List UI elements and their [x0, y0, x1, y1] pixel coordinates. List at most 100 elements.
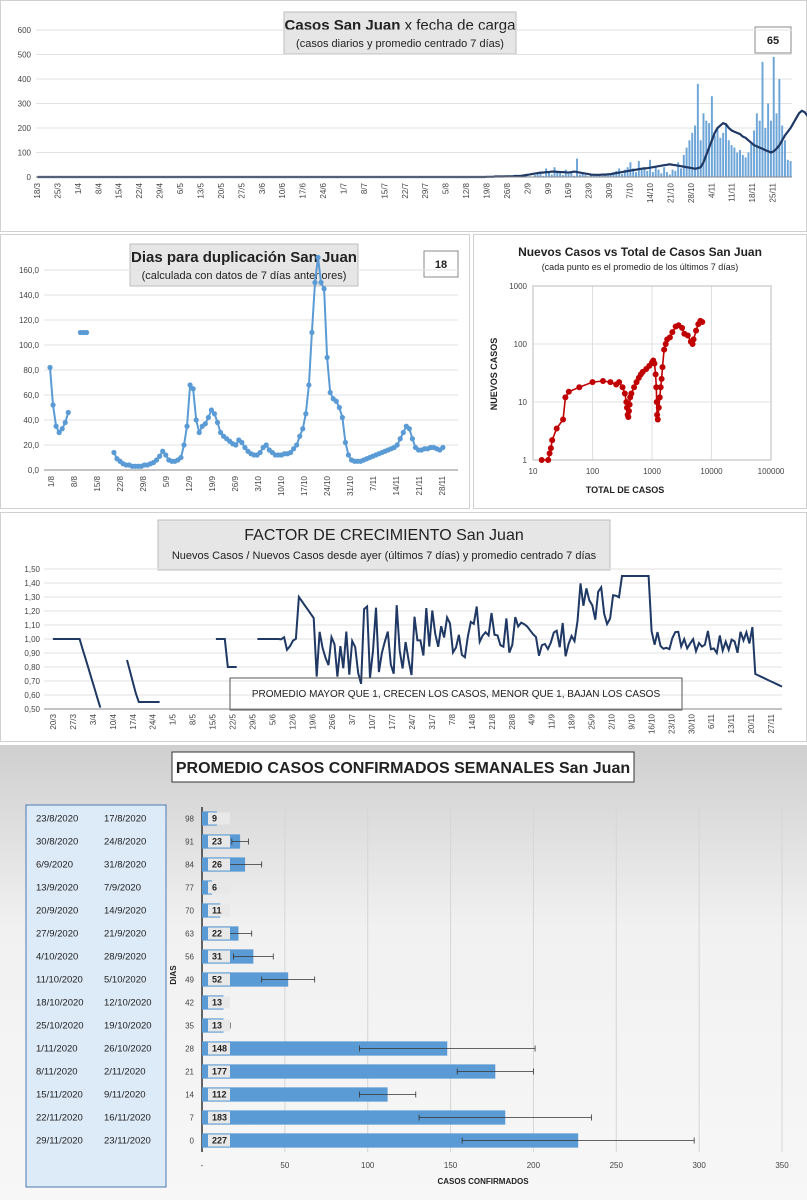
- growth-ytick: 0,80: [24, 663, 40, 672]
- doubling-point: [47, 364, 53, 371]
- daily-title: Casos San Juan x fecha de carga: [285, 17, 517, 34]
- scatter-ytick: 10: [518, 398, 527, 407]
- daily-bar: [590, 174, 593, 177]
- scatter-point: [625, 414, 632, 421]
- weekly-average-chart: PROMEDIO CASOS CONFIRMADOS SEMANALES San…: [0, 745, 807, 1200]
- scatter-point: [693, 327, 700, 334]
- doubling-point: [214, 419, 221, 426]
- growth-xtick: 26/6: [328, 713, 337, 729]
- daily-xtick: 12/8: [462, 182, 471, 198]
- growth-title: FACTOR DE CRECIMIENTO San Juan: [244, 527, 524, 544]
- daily-bar: [573, 175, 576, 177]
- growth-xtick: 24/4: [149, 713, 158, 729]
- doubling-xtick: 26/9: [231, 475, 240, 491]
- doubling-point: [336, 404, 342, 411]
- scatter-xtick: 10: [529, 467, 538, 476]
- scatter-point: [651, 360, 658, 367]
- daily-bar: [635, 172, 638, 177]
- scatter-point: [669, 329, 676, 336]
- daily-bar: [547, 172, 550, 177]
- doubling-point: [62, 419, 68, 426]
- daily-bar: [525, 175, 528, 177]
- growth-xtick: 22/5: [229, 713, 238, 729]
- doubling-point: [65, 409, 71, 416]
- growth-title-box: [157, 519, 611, 571]
- weekly-bar-label: 9: [212, 814, 217, 824]
- daily-bar: [651, 172, 654, 177]
- doubling-point: [309, 329, 315, 336]
- weekly-label-bg: [208, 1019, 230, 1032]
- doubling-xtick: 3/10: [254, 475, 263, 491]
- daily-xtick: 18/3: [33, 182, 42, 198]
- daily-bar: [576, 158, 578, 177]
- growth-xtick: 3/7: [348, 713, 357, 725]
- growth-ytick: 0,90: [24, 649, 40, 658]
- weekly-xtick: -: [201, 1161, 204, 1170]
- growth-xtick: 19/6: [308, 713, 317, 729]
- daily-bar: [606, 174, 609, 177]
- daily-bar: [758, 120, 761, 177]
- doubling-point: [111, 449, 117, 456]
- daily-xtick: 25/3: [53, 182, 62, 198]
- daily-xtick: 27/5: [237, 182, 246, 198]
- growth-factor-chart: FACTOR DE CRECIMIENTO San Juan Nuevos Ca…: [0, 512, 807, 742]
- scatter-title: Nuevos Casos vs Total de Casos San Juan: [518, 245, 762, 259]
- growth-xtick: 21/8: [488, 713, 497, 729]
- daily-bar: [727, 140, 730, 177]
- weekly-row-start-date: 2/11/2020: [104, 1067, 146, 1078]
- growth-subtitle: Nuevos Casos / Nuevos Casos desde ayer (…: [172, 550, 597, 562]
- daily-bar: [640, 169, 643, 177]
- scatter-subtitle: (cada punto es el promedio de los último…: [542, 262, 739, 272]
- doubling-point: [318, 279, 324, 286]
- weekly-ylabel: DIAS: [169, 965, 178, 985]
- doubling-ytick: 80,0: [23, 366, 39, 375]
- scatter-point: [545, 457, 552, 463]
- growth-xtick: 24/7: [408, 713, 417, 729]
- weekly-row-day: 42: [185, 999, 194, 1008]
- daily-xtick: 16/9: [564, 182, 573, 198]
- doubling-point: [409, 436, 416, 442]
- daily-title-box: [283, 11, 517, 55]
- daily-ytick: 200: [18, 124, 32, 133]
- daily-bar: [753, 130, 756, 177]
- daily-bar: [733, 147, 736, 177]
- scatter-point: [654, 416, 661, 423]
- doubling-point: [50, 402, 56, 408]
- doubling-ytick: 40,0: [23, 416, 39, 425]
- daily-xtick: 14/10: [646, 182, 655, 203]
- daily-xtick: 15/7: [380, 182, 389, 198]
- weekly-row-day: 0: [190, 1137, 195, 1146]
- daily-bar: [632, 168, 635, 177]
- scatter-point: [690, 336, 697, 343]
- daily-bar: [604, 175, 607, 177]
- daily-bar: [761, 61, 764, 177]
- daily-bar: [561, 175, 564, 177]
- doubling-xtick: 22/8: [116, 475, 125, 491]
- growth-ytick: 1,20: [24, 607, 40, 616]
- doubling-point: [397, 436, 403, 442]
- doubling-point: [53, 423, 59, 429]
- doubling-point: [190, 386, 196, 392]
- daily-xtick: 22/4: [135, 182, 144, 198]
- growth-xtick: 15/5: [209, 713, 218, 729]
- daily-subtitle: (casos diarios y promedio centrado 7 día…: [296, 38, 504, 50]
- growth-ytick: 1,00: [24, 635, 40, 644]
- scatter-point: [656, 394, 663, 401]
- weekly-label-bg: [208, 1065, 230, 1078]
- weekly-row-end-date: 25/10/2020: [36, 1021, 84, 1032]
- doubling-xtick: 12/9: [185, 475, 194, 491]
- growth-xtick: 10/7: [368, 713, 377, 729]
- daily-xtick: 28/10: [687, 182, 696, 203]
- daily-bar: [646, 170, 649, 177]
- weekly-date-table: [25, 804, 167, 1188]
- weekly-row-end-date: 22/11/2020: [36, 1113, 83, 1124]
- weekly-row-day: 91: [185, 838, 194, 847]
- doubling-point: [205, 414, 211, 421]
- weekly-row-end-date: 20/9/2020: [36, 906, 78, 917]
- doubling-ytick: 0,0: [28, 466, 40, 475]
- scatter-point: [565, 388, 572, 395]
- growth-xtick: 10/4: [109, 713, 118, 729]
- scatter-point: [607, 379, 614, 386]
- doubling-xtick: 15/8: [93, 475, 102, 491]
- weekly-row-start-date: 19/10/2020: [104, 1021, 152, 1032]
